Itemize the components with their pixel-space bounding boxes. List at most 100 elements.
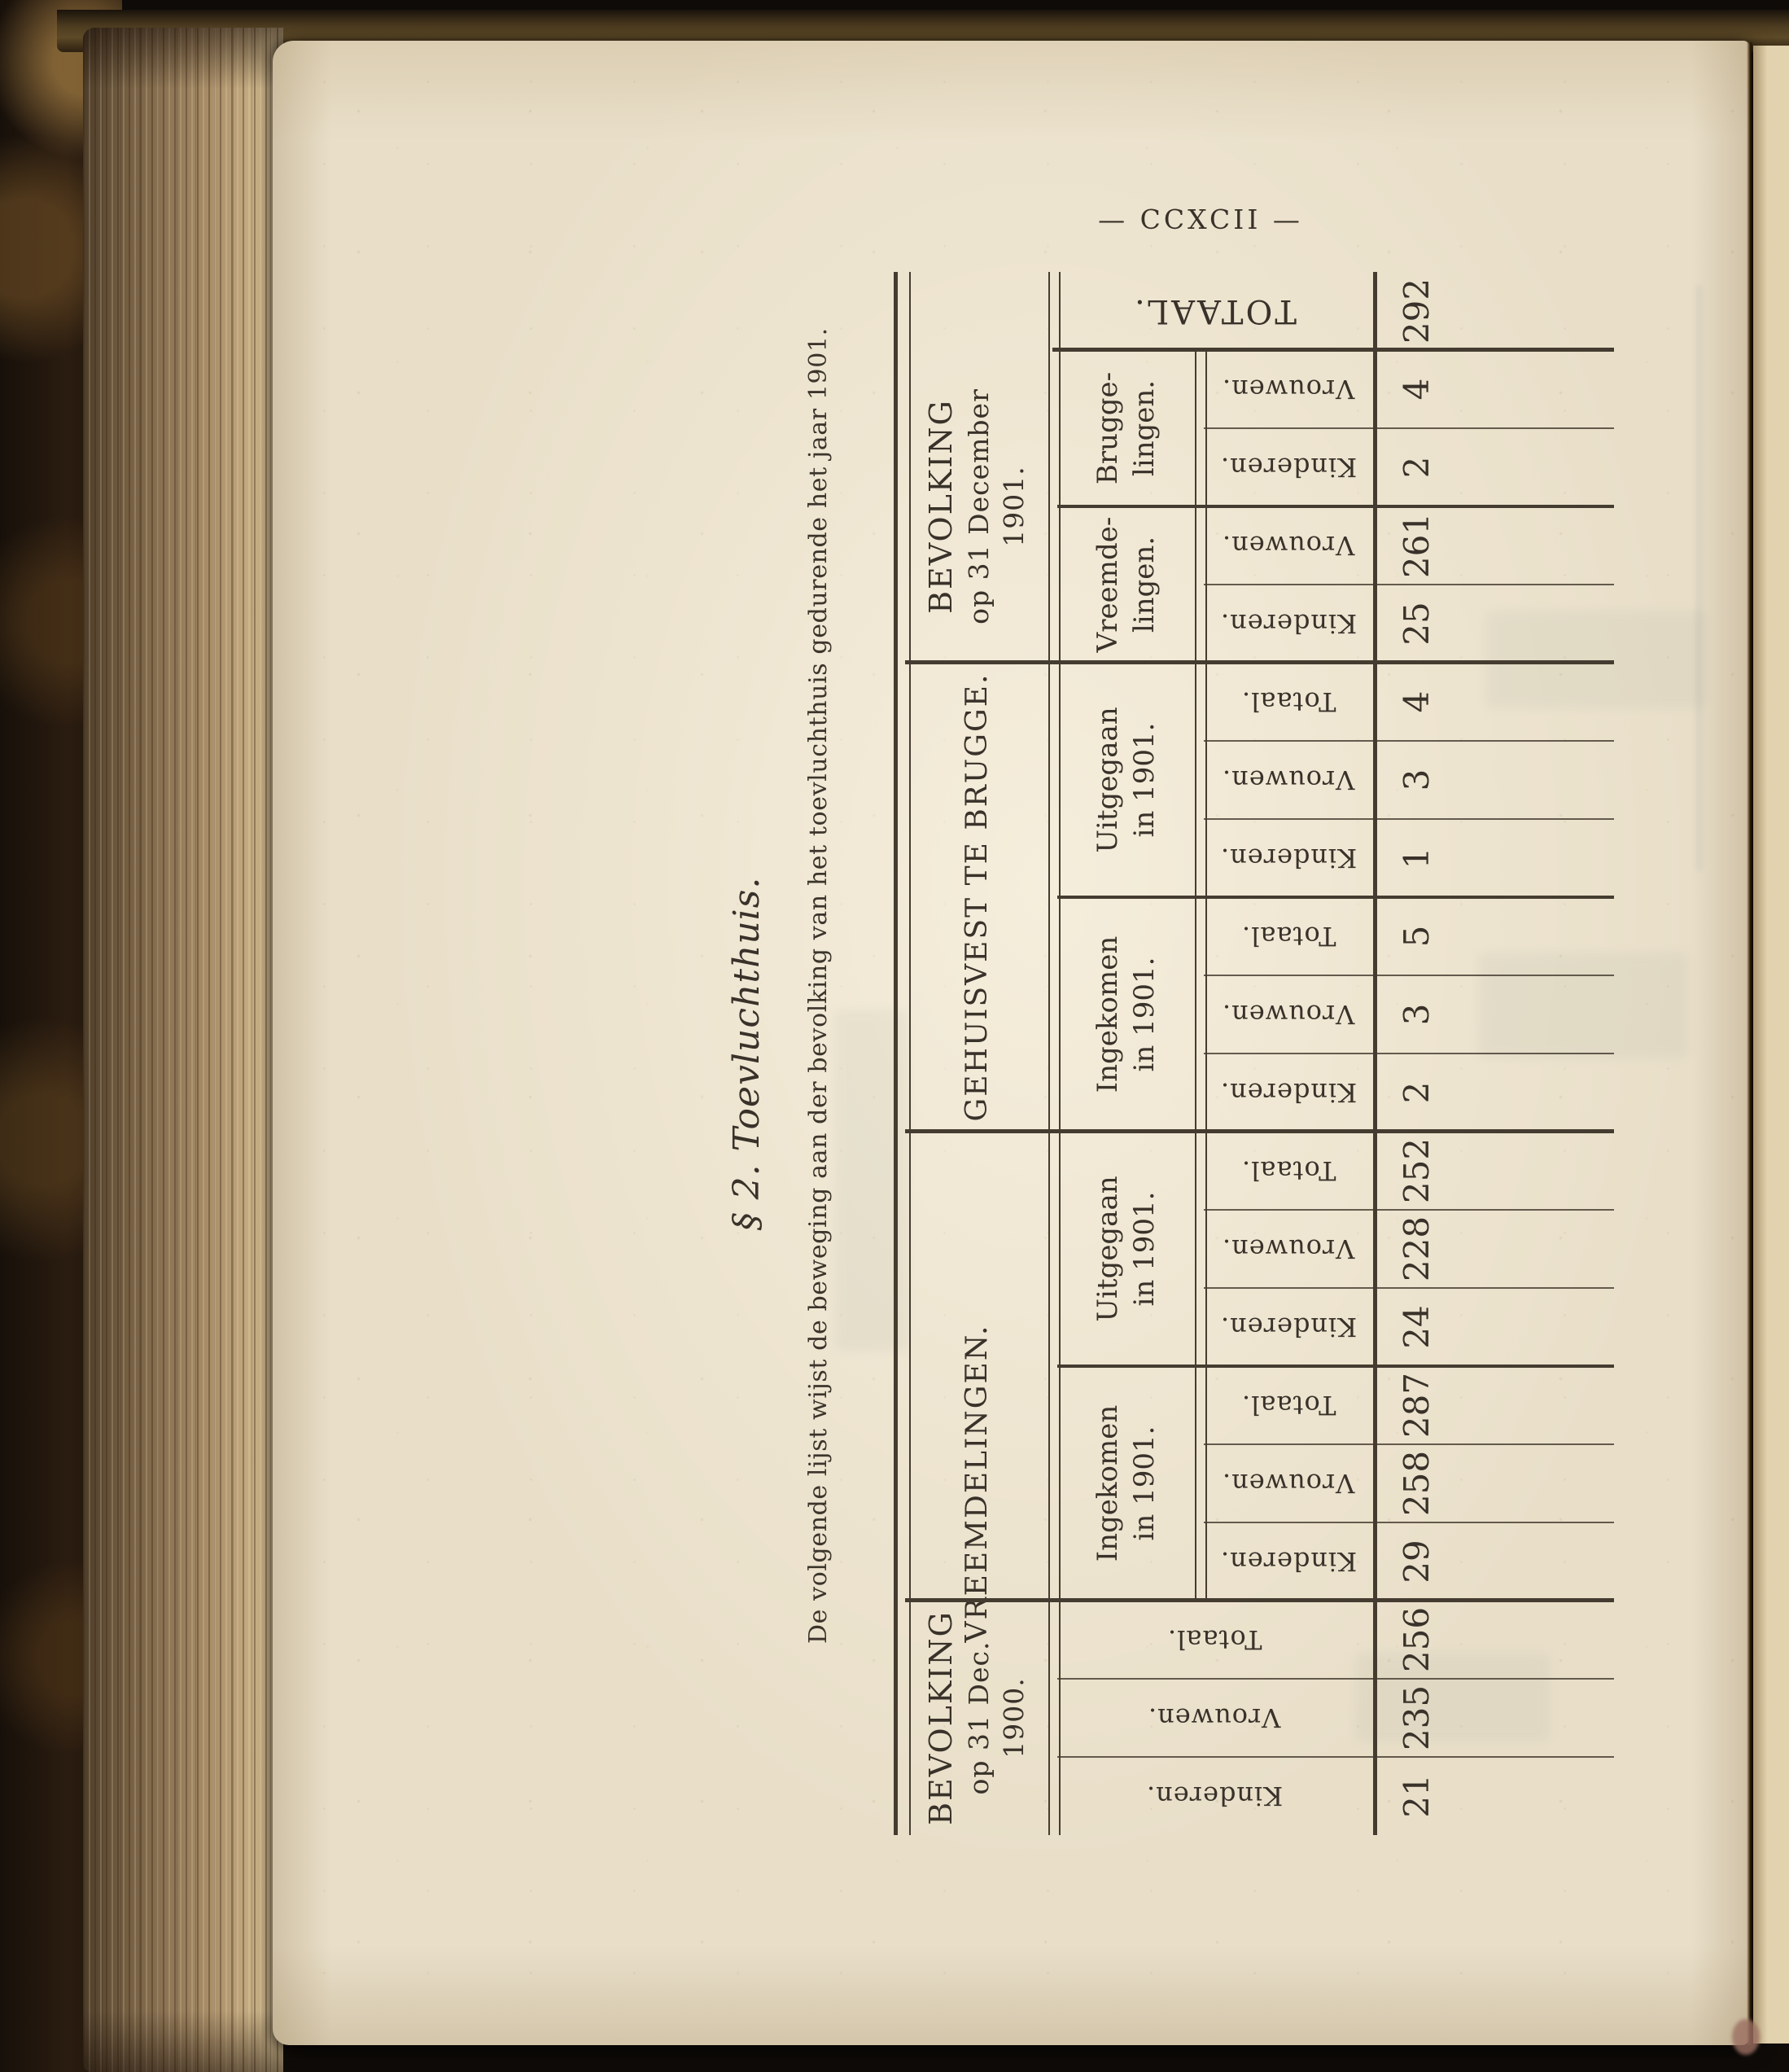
col-label-totaal: Totaal. bbox=[1205, 1366, 1371, 1444]
value-gehuisvest-ingekomen-totaal: 5 bbox=[1397, 925, 1437, 948]
show-through-smudge bbox=[1485, 611, 1705, 708]
group-header-line: GEHUISVEST TE BRUGGE. bbox=[960, 672, 994, 1122]
subgroup-line: in 1901. bbox=[1127, 722, 1161, 838]
group-header-line: BEVOLKING bbox=[923, 1610, 960, 1825]
show-through-smudge bbox=[1355, 1653, 1551, 1742]
vertical-label: Totaal. bbox=[1166, 1624, 1262, 1655]
show-through-rule bbox=[1695, 285, 1703, 871]
vertical-label: Kinderen. bbox=[1219, 1077, 1358, 1108]
col-label-vrouwen: Vrouwen. bbox=[1059, 1679, 1370, 1757]
col-label-vrouwen: Vrouwen. bbox=[1205, 1444, 1371, 1522]
vertical-label: Totaal. bbox=[1240, 921, 1336, 952]
value-bev1900-vrouwen: 235 bbox=[1397, 1684, 1437, 1751]
subgroup-line: in 1901. bbox=[1127, 1426, 1161, 1541]
rule-totaal-separator bbox=[1052, 348, 1614, 352]
subgroup-header-gehuisvest-uitgegaan: Uitgegaan in 1901. bbox=[1059, 663, 1193, 897]
group-header-line: op 31 December 1901. bbox=[962, 388, 1030, 624]
page-gutter-crease bbox=[1747, 42, 1753, 2045]
population-table: BEVOLKING op 31 Dec. 1900. VREEMDELINGEN… bbox=[894, 272, 1614, 1835]
vertical-label: Vrouwen. bbox=[1222, 1468, 1355, 1499]
value-vreemd-uitgegaan-vrouwen: 228 bbox=[1397, 1216, 1437, 1282]
col-label-kinderen: Kinderen. bbox=[1205, 819, 1371, 897]
subgroup-line: Brugge- bbox=[1091, 371, 1125, 485]
rule-column-separator bbox=[1204, 740, 1614, 742]
col-label-vrouwen: Vrouwen. bbox=[1205, 350, 1371, 428]
value-gehuisvest-ingekomen-kinderen: 2 bbox=[1397, 1081, 1437, 1104]
subgroup-line: Ingekomen bbox=[1091, 935, 1125, 1093]
value-gehuisvest-uitgegaan-vrouwen: 3 bbox=[1397, 769, 1437, 791]
vertical-label: Kinderen. bbox=[1219, 843, 1358, 874]
vertical-label: Kinderen. bbox=[1219, 1546, 1358, 1577]
col-label-totaal: Totaal. bbox=[1059, 1601, 1370, 1679]
rule-column-separator bbox=[1204, 1522, 1614, 1523]
group-header-gehuisvest-te-brugge: GEHUISVEST TE BRUGGE. bbox=[907, 663, 1047, 1132]
col-label-kinderen: Kinderen. bbox=[1205, 428, 1371, 506]
rule-group-separator bbox=[905, 1129, 1614, 1133]
subgroup-header-vreemdelingen-1901: Vreemde- lingen. bbox=[1059, 506, 1193, 663]
binding-spot bbox=[1732, 2019, 1760, 2055]
group-header-line: BEVOLKING bbox=[923, 399, 960, 614]
vertical-label: Vrouwen. bbox=[1148, 1702, 1281, 1733]
rule-group-separator bbox=[905, 1598, 1614, 1602]
vertical-label: Totaal. bbox=[1240, 686, 1336, 717]
rule-column-separator bbox=[1204, 1443, 1614, 1445]
col-label-totaal: Totaal. bbox=[1205, 663, 1371, 741]
col-label-kinderen: Kinderen. bbox=[1205, 585, 1371, 663]
subgroup-header-vreemd-uitgegaan: Uitgegaan in 1901. bbox=[1059, 1132, 1193, 1366]
subgroup-line: in 1901. bbox=[1127, 1191, 1161, 1307]
show-through-smudge bbox=[834, 1010, 908, 1351]
value-bev1900-totaal: 256 bbox=[1397, 1606, 1437, 1673]
show-through-smudge bbox=[1477, 953, 1689, 1058]
value-vreemd-uitgegaan-totaal: 252 bbox=[1397, 1137, 1437, 1204]
value-bev1901-bruggelingen-kinderen: 2 bbox=[1397, 456, 1437, 479]
vertical-label: Vrouwen. bbox=[1222, 374, 1355, 405]
subgroup-line: Uitgegaan bbox=[1091, 1176, 1125, 1322]
subgroup-header-vreemd-ingekomen: Ingekomen in 1901. bbox=[1059, 1366, 1193, 1601]
page-edge-stack bbox=[83, 28, 283, 2072]
vertical-label: Kinderen. bbox=[1219, 1312, 1358, 1343]
value-gehuisvest-uitgegaan-kinderen: 1 bbox=[1397, 847, 1437, 870]
col-label-kinderen: Kinderen. bbox=[1205, 1288, 1371, 1366]
group-header-line: VREEMDELINGEN. bbox=[960, 1324, 994, 1643]
col-label-totaal: Totaal. bbox=[1205, 897, 1371, 975]
value-bev1901-vreemdelingen-kinderen: 25 bbox=[1397, 602, 1437, 646]
rule-column-separator bbox=[1204, 427, 1614, 429]
vertical-label: Vrouwen. bbox=[1222, 999, 1355, 1030]
rule-column-separator bbox=[1204, 818, 1614, 820]
rule-column-separator bbox=[1057, 1678, 1614, 1680]
value-gehuisvest-uitgegaan-totaal: 4 bbox=[1397, 690, 1437, 713]
intro-paragraph: De volgende lijst wijst de beweging aan … bbox=[804, 327, 833, 1644]
vertical-label: Kinderen. bbox=[1219, 608, 1358, 639]
value-bev1900-kinderen: 21 bbox=[1397, 1774, 1437, 1818]
rule-column-separator bbox=[1204, 1287, 1614, 1289]
value-vreemd-ingekomen-totaal: 287 bbox=[1397, 1372, 1437, 1439]
col-label-totaal: Totaal. bbox=[1205, 1132, 1371, 1210]
col-label-kinderen: Kinderen. bbox=[1059, 1757, 1370, 1835]
rule-column-separator bbox=[1204, 1053, 1614, 1054]
col-label-kinderen: Kinderen. bbox=[1205, 1054, 1371, 1132]
rotated-landscape-block: § 2. Toevluchthuis. De volgende lijst wi… bbox=[724, 272, 1620, 1835]
page-number: — CCXCII — bbox=[1098, 204, 1303, 235]
col-label-grand-totaal: TOTAAL. bbox=[1059, 272, 1370, 350]
rule-subgroup-separator bbox=[1057, 505, 1614, 508]
value-grand-totaal: 292 bbox=[1397, 278, 1437, 344]
rule-column-separator bbox=[1057, 1756, 1614, 1758]
subgroup-line: lingen. bbox=[1127, 379, 1161, 477]
value-bev1901-bruggelingen-vrouwen: 4 bbox=[1397, 378, 1437, 401]
rule-group-separator bbox=[905, 660, 1614, 664]
vertical-label: Vrouwen. bbox=[1222, 1233, 1355, 1264]
adjacent-page-edge bbox=[1753, 46, 1789, 2044]
subgroup-line: Uitgegaan bbox=[1091, 707, 1125, 853]
subgroup-line: Ingekomen bbox=[1091, 1404, 1125, 1562]
value-vreemd-ingekomen-vrouwen: 258 bbox=[1397, 1450, 1437, 1517]
vertical-label: Kinderen. bbox=[1145, 1781, 1284, 1811]
vertical-label: Totaal. bbox=[1240, 1155, 1336, 1186]
rule-column-separator bbox=[1204, 1209, 1614, 1211]
vertical-label: Vrouwen. bbox=[1222, 530, 1355, 561]
subgroup-line: Vreemde- bbox=[1091, 516, 1125, 653]
vertical-label: Kinderen. bbox=[1219, 452, 1358, 483]
rule-column-separator bbox=[1204, 584, 1614, 585]
col-label-vrouwen: Vrouwen. bbox=[1205, 1210, 1371, 1288]
rule-subgroup-separator bbox=[1057, 896, 1614, 899]
subgroup-header-gehuisvest-ingekomen: Ingekomen in 1901. bbox=[1059, 897, 1193, 1132]
